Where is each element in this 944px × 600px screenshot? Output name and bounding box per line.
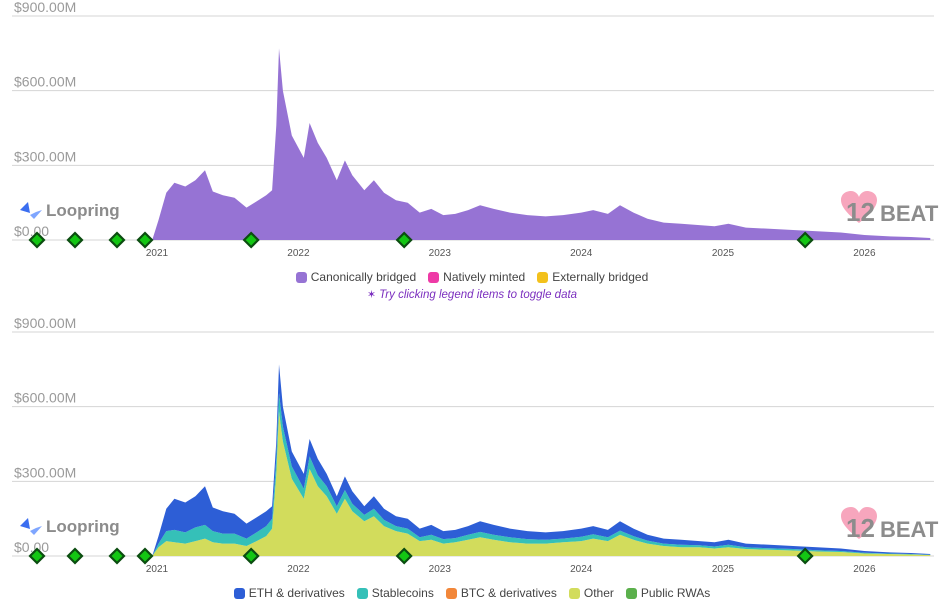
x-tick-label: 2023	[429, 564, 452, 575]
source-legend: Canonically bridged Natively minted Exte…	[0, 270, 944, 284]
legend-swatch	[445, 587, 457, 599]
milestone-marker[interactable]	[108, 547, 126, 565]
legend-swatch	[428, 271, 440, 283]
legend-item-eth-derivatives[interactable]: ETH & derivatives	[233, 586, 345, 600]
legend-label: BTC & derivatives	[460, 586, 557, 600]
project-name: Loopring	[46, 201, 120, 220]
milestone-marker[interactable]	[796, 231, 814, 249]
y-tick-label: $0.00	[14, 539, 49, 555]
milestone-marker[interactable]	[28, 547, 46, 565]
legend-item-natively-minted[interactable]: Natively minted	[428, 270, 525, 284]
legend-label: Natively minted	[443, 270, 526, 284]
legend-hint: ✶ Try clicking legend items to toggle dat…	[0, 288, 944, 301]
milestone-marker[interactable]	[108, 231, 126, 249]
y-tick-label: $300.00M	[14, 464, 76, 480]
pointer-click-icon: ✶	[366, 289, 377, 301]
legend-item-stablecoins[interactable]: Stablecoins	[356, 586, 434, 600]
milestone-marker[interactable]	[136, 547, 154, 565]
legend-label: Public RWAs	[640, 586, 711, 600]
legend-swatch	[625, 587, 637, 599]
milestone-marker[interactable]	[395, 547, 413, 565]
milestone-marker[interactable]	[28, 231, 46, 249]
milestone-marker[interactable]	[796, 547, 814, 565]
series-area-canonically-bridged	[152, 48, 931, 241]
x-tick-label: 2022	[287, 564, 310, 575]
y-tick-label: $900.00M	[14, 0, 76, 15]
milestone-marker[interactable]	[242, 547, 260, 565]
legend-item-other[interactable]: Other	[568, 586, 614, 600]
x-tick-label: 2021	[146, 564, 169, 575]
x-tick-label: 2022	[287, 248, 310, 259]
legend-swatch	[568, 587, 580, 599]
y-tick-label: $900.00M	[14, 316, 76, 331]
legend-swatch	[295, 271, 307, 283]
watermark-word: BEAT	[880, 201, 939, 226]
y-tick-label: $600.00M	[14, 390, 76, 406]
token-type-legend: ETH & derivatives Stablecoins BTC & deri…	[0, 586, 944, 600]
loopring-logo-icon	[20, 518, 42, 535]
x-tick-label: 2025	[712, 248, 735, 259]
loopring-logo-icon	[20, 202, 42, 219]
legend-swatch	[537, 271, 549, 283]
x-tick-label: 2025	[712, 564, 735, 575]
milestone-marker[interactable]	[136, 231, 154, 249]
legend-label: Externally bridged	[552, 270, 649, 284]
tvs-by-source-chart: $0.00 $300.00M $600.00M $900.00M 2021 2022 202…	[12, 0, 939, 259]
milestone-marker[interactable]	[66, 547, 84, 565]
legend-label: Canonically bridged	[310, 270, 417, 284]
milestone-marker[interactable]	[66, 231, 84, 249]
x-tick-label: 2026	[853, 564, 876, 575]
series-area-other	[152, 411, 931, 556]
y-tick-label: $0.00	[14, 223, 49, 239]
y-tick-label: $600.00M	[14, 74, 76, 90]
legend-swatch	[356, 587, 368, 599]
series-area-stablecoins	[152, 393, 931, 556]
legend-hint-text: Try clicking legend items to toggle data	[379, 289, 578, 301]
legend-item-canonically-bridged[interactable]: Canonically bridged	[295, 270, 417, 284]
watermark-digits: 12	[846, 513, 875, 543]
series-area-eth-derivatives	[152, 364, 931, 556]
legend-label: Other	[583, 586, 614, 600]
legend-label: Stablecoins	[371, 586, 434, 600]
x-tick-label: 2024	[570, 564, 593, 575]
watermark-word: BEAT	[880, 517, 939, 542]
y-tick-label: $300.00M	[14, 148, 76, 164]
legend-item-btc-derivatives[interactable]: BTC & derivatives	[445, 586, 557, 600]
x-tick-label: 2024	[570, 248, 593, 259]
x-tick-label: 2023	[429, 248, 452, 259]
x-tick-label: 2026	[853, 248, 876, 259]
project-name: Loopring	[46, 517, 120, 536]
tvs-by-token-type-chart: $0.00 $300.00M $600.00M $900.00M 2021 2022 202…	[12, 316, 939, 575]
legend-swatch	[233, 587, 245, 599]
l2beat-watermark-icon	[841, 191, 877, 223]
legend-label: ETH & derivatives	[248, 586, 345, 600]
l2beat-watermark-icon	[841, 507, 877, 539]
legend-item-externally-bridged[interactable]: Externally bridged	[537, 270, 648, 284]
x-tick-label: 2021	[146, 248, 169, 259]
watermark-digits: 12	[846, 197, 875, 227]
milestone-marker[interactable]	[242, 231, 260, 249]
milestone-marker[interactable]	[395, 231, 413, 249]
legend-item-public-rwas[interactable]: Public RWAs	[625, 586, 711, 600]
